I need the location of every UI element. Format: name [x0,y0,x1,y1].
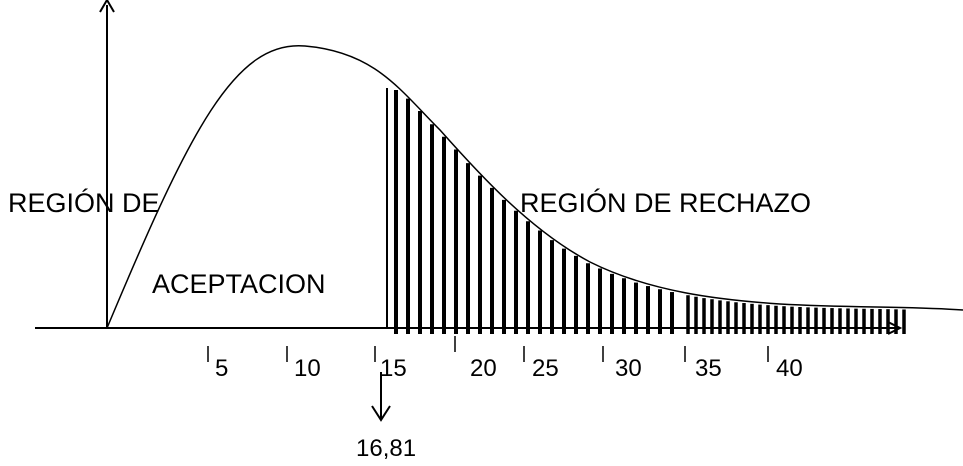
x-tick-marks [207,336,769,362]
density-curve [106,45,963,329]
tick-label-5: 5 [215,355,228,382]
y-axis-arrowhead [99,0,115,13]
x-tick-labels: 5 10 15 20 25 30 35 40 [215,355,803,382]
y-axis [99,0,115,328]
tick-label-40: 40 [776,355,803,382]
tick-label-35: 35 [695,355,722,382]
tick-label-20: 20 [470,355,497,382]
tick-label-30: 30 [615,355,642,382]
rejection-region-hatching [394,90,906,334]
critical-value-label: 16,81 [356,435,416,462]
acceptance-region-label-line1: REGIÓN DE [8,187,160,218]
tick-label-25: 25 [532,355,559,382]
x-axis-arrowhead [887,321,903,335]
acceptance-region-label-line2: ACEPTACION [152,269,326,299]
tick-label-15: 15 [380,355,407,382]
rejection-region-label: REGIÓN DE RECHAZO [520,187,811,218]
tick-label-10: 10 [294,355,321,382]
critical-value-arrow [371,372,391,422]
